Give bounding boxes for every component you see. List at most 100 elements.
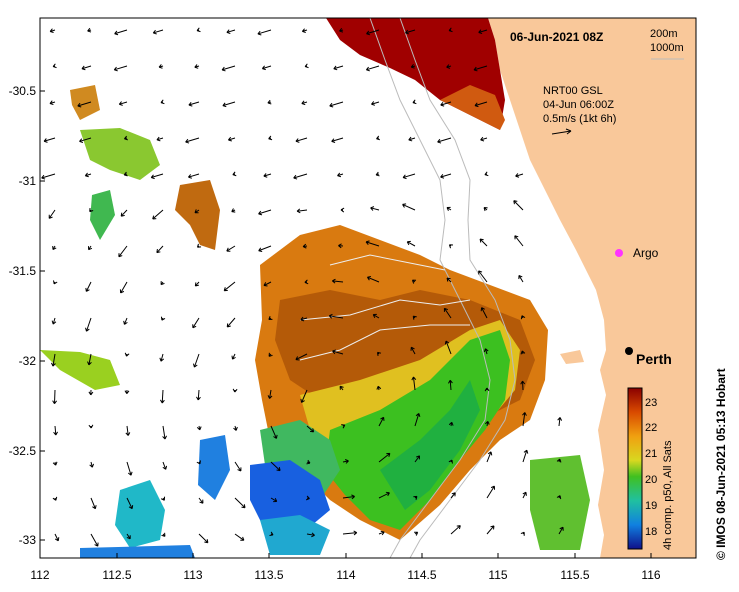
current-vector-arrow <box>520 350 526 355</box>
current-vector-arrow <box>123 317 128 325</box>
current-vector-arrow <box>231 208 236 213</box>
current-vector-arrow <box>514 235 524 247</box>
current-vector-arrow <box>160 99 165 105</box>
current-vector-arrow <box>185 137 200 144</box>
city-label-perth: Perth <box>636 351 672 367</box>
current-vector-arrow <box>331 137 344 143</box>
current-vector-arrow <box>340 207 345 213</box>
x-tick-label: 115.5 <box>560 568 590 582</box>
current-vector-arrow <box>446 277 452 283</box>
colorbar-tick: 23 <box>645 397 658 409</box>
current-vector-arrow <box>156 245 164 254</box>
current-vector-arrow <box>295 353 308 361</box>
current-vector-arrow <box>233 425 238 431</box>
current-vector-arrow <box>295 137 308 143</box>
current-vector-arrow <box>443 307 452 319</box>
current-vector-arrow <box>232 171 237 177</box>
current-vector-arrow <box>124 352 130 357</box>
current-vector-arrow <box>448 27 453 33</box>
current-vector-arrow <box>306 459 311 465</box>
current-vector-arrow <box>300 316 308 322</box>
current-vector-arrow <box>486 485 496 499</box>
contour-legend-200m: 200m <box>650 28 678 40</box>
credit-label: © IMOS 08-Jun-2021 05:13 Hobart <box>714 368 728 560</box>
current-vector-arrow <box>124 389 130 394</box>
current-vector-arrow <box>270 497 278 503</box>
current-vector-arrow <box>152 29 164 35</box>
current-vector-arrow <box>305 495 310 501</box>
axis-ticks <box>39 90 652 558</box>
current-vector-arrow <box>234 461 242 472</box>
current-vector-arrow <box>79 137 92 143</box>
current-vector-arrow <box>408 136 416 142</box>
current-vector-arrow <box>161 532 166 537</box>
current-vector-arrow <box>158 64 164 69</box>
current-vector-arrow <box>223 281 236 292</box>
contour-legend-1000m: 1000m <box>650 42 684 54</box>
current-vector-arrow <box>89 207 94 213</box>
current-vector-arrow <box>77 101 92 108</box>
perth-marker <box>625 347 633 355</box>
current-vector-arrow <box>484 171 489 177</box>
current-vector-arrow <box>558 526 564 535</box>
current-vector-arrow <box>226 245 236 252</box>
current-vector-arrow <box>480 136 488 142</box>
current-vector-arrow <box>227 136 236 142</box>
current-vector-arrow <box>513 200 524 211</box>
current-vector-arrow <box>52 63 57 69</box>
current-vector-arrow <box>378 530 385 536</box>
current-vector-arrow <box>125 425 131 436</box>
current-vector-arrow <box>411 279 417 284</box>
current-vector-arrow <box>160 281 165 286</box>
current-vector-arrow <box>193 353 200 368</box>
colorbar-tick: 21 <box>645 448 658 460</box>
current-vector-arrow <box>328 313 344 319</box>
colorbar-tick: 18 <box>645 526 658 538</box>
current-vector-arrow <box>232 388 238 393</box>
current-vector-arrow <box>84 172 92 178</box>
current-vector-arrow <box>270 425 278 439</box>
current-time-label: 04-Jun 06:00Z <box>543 99 614 111</box>
current-vector-arrow <box>375 171 380 177</box>
current-vector-arrow <box>448 244 454 249</box>
x-tick-label: 112.5 <box>102 568 132 582</box>
current-vector-arrow <box>338 243 344 249</box>
current-vector-arrow <box>474 101 488 108</box>
current-product-label: NRT00 GSL <box>543 85 603 97</box>
current-vector-arrow <box>478 29 488 35</box>
current-vector-arrow <box>194 209 200 214</box>
current-vector-arrow <box>43 137 56 143</box>
colorbar-tick: 19 <box>645 500 658 512</box>
current-vector-arrow <box>113 65 128 72</box>
current-vector-arrow <box>268 135 273 141</box>
current-vector-arrow <box>376 351 382 357</box>
current-vector-arrow <box>226 29 236 34</box>
current-vector-arrow <box>306 532 315 538</box>
current-vector-arrow <box>54 533 60 542</box>
current-vector-arrow <box>437 137 452 144</box>
x-tick-label: 115 <box>488 568 508 582</box>
current-vector-arrow <box>160 316 166 321</box>
land-area <box>488 18 696 558</box>
current-vector-arrow <box>365 240 380 247</box>
current-vector-arrow <box>520 531 525 536</box>
current-vector-arrow <box>268 352 273 357</box>
current-vector-arrow <box>342 494 355 500</box>
current-vector-arrow <box>446 64 452 69</box>
current-vector-arrow <box>448 421 454 427</box>
current-vector-arrow <box>267 99 272 105</box>
current-vector-arrow <box>196 425 202 431</box>
current-vector-arrow <box>484 387 490 392</box>
current-vector-arrow <box>301 28 308 33</box>
current-vector-arrow <box>51 353 56 367</box>
current-vector-arrow <box>448 459 453 464</box>
current-vector-arrow <box>198 497 204 504</box>
current-vector-arrow <box>302 243 308 249</box>
current-vector-arrow <box>90 497 97 510</box>
current-vector-arrow <box>518 274 524 283</box>
current-vector-arrow <box>222 101 236 108</box>
current-vector-arrow <box>522 491 527 499</box>
colorbar-tick: 20 <box>645 474 658 486</box>
current-vector-arrow <box>270 461 281 472</box>
